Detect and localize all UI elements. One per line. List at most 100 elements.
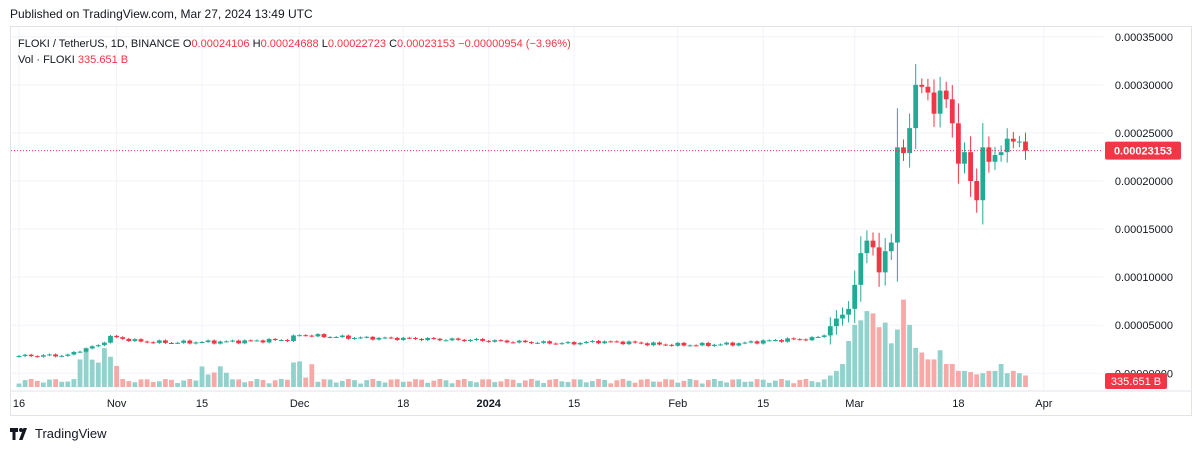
candle-body — [925, 86, 931, 93]
candle-body — [608, 341, 614, 343]
volume-bar — [272, 380, 278, 387]
volume-bar — [821, 379, 827, 387]
candle-body — [888, 242, 894, 252]
volume-bar — [882, 322, 888, 387]
candle-body — [407, 337, 412, 339]
high-label: H — [252, 38, 261, 50]
volume-bar — [888, 343, 894, 387]
candle-body — [47, 354, 52, 356]
candle-body — [663, 344, 668, 346]
candle-body — [1010, 138, 1016, 142]
volume-bar — [156, 381, 162, 387]
volume-bar — [71, 379, 77, 387]
volume-bar — [724, 382, 729, 387]
candle-body — [461, 339, 467, 342]
volume-bar — [358, 383, 363, 387]
volume-bar — [632, 382, 638, 387]
candle-body — [89, 346, 95, 349]
candle-body — [474, 339, 479, 341]
volume-bar — [651, 381, 656, 387]
candle-body — [785, 338, 790, 342]
candle-body — [644, 343, 650, 346]
volume-bar — [144, 379, 150, 387]
candle-body — [443, 340, 449, 342]
volume-bar — [59, 381, 65, 387]
candle-body — [388, 337, 394, 339]
candle-body — [791, 338, 797, 340]
volume-bar — [577, 379, 583, 387]
close-label: C — [389, 38, 398, 50]
volume-bar — [516, 383, 522, 387]
candle-body — [114, 335, 119, 338]
volume-bar — [657, 381, 662, 387]
volume-bar — [169, 379, 174, 387]
symbol-label[interactable]: FLOKI / TetherUS, 1D, BINANCE — [18, 38, 180, 50]
volume-bar — [138, 379, 144, 387]
candle-body — [364, 336, 370, 338]
candle-body — [120, 337, 126, 339]
volume-bar — [443, 380, 449, 387]
x-tick-label: 15 — [568, 398, 580, 410]
volume-bar — [797, 379, 803, 387]
volume-bar — [943, 364, 949, 387]
volume-bar — [34, 380, 40, 387]
candle-body — [34, 356, 40, 358]
candle-body — [272, 338, 278, 341]
candle-body — [535, 342, 540, 344]
volume-bar — [132, 382, 138, 387]
last-volume-label: 335.651 B — [1111, 376, 1161, 388]
candle-body — [449, 338, 455, 341]
volume-bar — [852, 324, 858, 387]
candle-body — [242, 340, 248, 344]
candle-body — [1023, 141, 1028, 151]
volume-bar — [474, 382, 479, 387]
candle-body — [657, 342, 662, 345]
volume-bar — [980, 373, 986, 387]
volume-bar — [730, 379, 736, 387]
volume-bar — [742, 381, 748, 387]
volume-bar — [89, 359, 95, 387]
candle-body — [382, 337, 388, 339]
chart-area[interactable]: 0.000000000.000050000.000100000.00015000… — [10, 26, 1192, 416]
candle-body — [224, 341, 229, 343]
candle-body — [797, 339, 803, 341]
volume-bar — [687, 378, 693, 387]
candle-body — [285, 340, 290, 342]
candle-body — [248, 340, 254, 342]
low-label: L — [321, 38, 328, 50]
tradingview-brand[interactable]: TradingView — [10, 426, 107, 441]
volume-bar — [492, 382, 498, 387]
y-tick-label: 0.00035000 — [1115, 32, 1173, 44]
x-tick-label: Nov — [107, 398, 127, 410]
candle-body — [468, 339, 473, 342]
candle-body — [547, 341, 553, 344]
candle-body — [748, 341, 754, 343]
volume-bar — [1023, 375, 1028, 387]
volume-bar — [504, 379, 510, 387]
volume-bar — [736, 379, 742, 387]
volume-bar — [163, 379, 168, 387]
volume-bar — [803, 379, 809, 387]
volume-bar — [748, 381, 754, 387]
volume-bar — [217, 366, 223, 387]
candle-body — [156, 340, 162, 343]
volume-bar — [53, 379, 58, 387]
candle-body — [913, 84, 919, 129]
volume-bar — [919, 352, 925, 387]
volume-bar — [870, 313, 876, 387]
candle-body — [413, 337, 418, 339]
candle-body — [504, 340, 510, 343]
y-tick-label: 0.00005000 — [1115, 320, 1173, 332]
candle-body — [211, 340, 217, 344]
volume-bar — [211, 372, 217, 387]
volume-bar — [559, 381, 565, 387]
candle-body — [205, 340, 211, 343]
volume-bar — [937, 350, 943, 387]
candle-body — [492, 340, 498, 342]
volume-label[interactable]: Vol · FLOKI — [18, 54, 75, 66]
candle-body — [71, 351, 77, 355]
volume-bar — [760, 379, 766, 387]
volume-bar — [352, 380, 357, 387]
volume-bar — [608, 383, 614, 387]
price-chart[interactable]: 0.000000000.000050000.000100000.00015000… — [11, 27, 1191, 415]
